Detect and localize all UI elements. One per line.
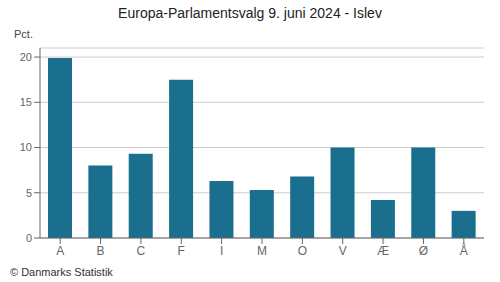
svg-text:V: V bbox=[339, 244, 347, 258]
html-text:© Danmarks Statistik: © Danmarks Statistik bbox=[10, 266, 113, 278]
svg-text:10: 10 bbox=[20, 141, 32, 153]
svg-text:Æ: Æ bbox=[377, 244, 389, 258]
svg-text:0: 0 bbox=[26, 232, 32, 244]
svg-text:A: A bbox=[56, 244, 64, 258]
svg-text:F: F bbox=[178, 244, 185, 258]
svg-text:O: O bbox=[298, 244, 307, 258]
svg-text:20: 20 bbox=[20, 51, 32, 63]
html-text:Europa-Parlamentsvalg 9. juni: Europa-Parlamentsvalg 9. juni 2024 - Isl… bbox=[118, 5, 382, 21]
svg-text:15: 15 bbox=[20, 96, 32, 108]
svg-text:I: I bbox=[220, 244, 223, 258]
html-text:Pct.: Pct. bbox=[14, 28, 33, 40]
svg-text:Å: Å bbox=[460, 243, 468, 258]
svg-text:5: 5 bbox=[26, 187, 32, 199]
svg-text:Ø: Ø bbox=[419, 244, 428, 258]
svg-text:M: M bbox=[257, 244, 267, 258]
svg-text:C: C bbox=[137, 244, 146, 258]
svg-text:B: B bbox=[97, 244, 105, 258]
